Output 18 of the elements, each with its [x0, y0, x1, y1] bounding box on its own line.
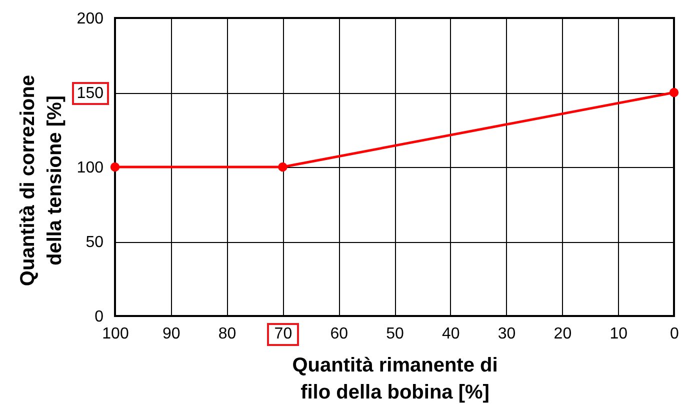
y-tick-label: 0: [94, 308, 104, 326]
y-tick-label: 100: [76, 160, 104, 176]
x-tick-label: 70: [274, 326, 292, 342]
x-tick-label: 0: [670, 326, 680, 342]
x-axis-title: Quantità rimanente di filo della bobina [%]: [292, 354, 498, 404]
x-tick-label: 20: [554, 326, 572, 342]
y-tick-label: 150: [76, 85, 104, 102]
x-tick-label: 50: [386, 326, 404, 342]
x-tick-label: 10: [610, 326, 628, 342]
x-tick-label: 100: [102, 326, 129, 342]
y-axis-title: Quantità di correzione della tensione [%]: [16, 74, 66, 286]
y-tick-label: 50: [86, 234, 104, 251]
x-tick-label: 40: [442, 326, 460, 342]
x-tick-label: 30: [498, 326, 516, 342]
x-tick-label: 80: [218, 326, 236, 342]
x-tick-label: 90: [162, 326, 180, 342]
x-tick-label: 60: [330, 326, 348, 342]
y-tick-label: 200: [76, 10, 104, 28]
